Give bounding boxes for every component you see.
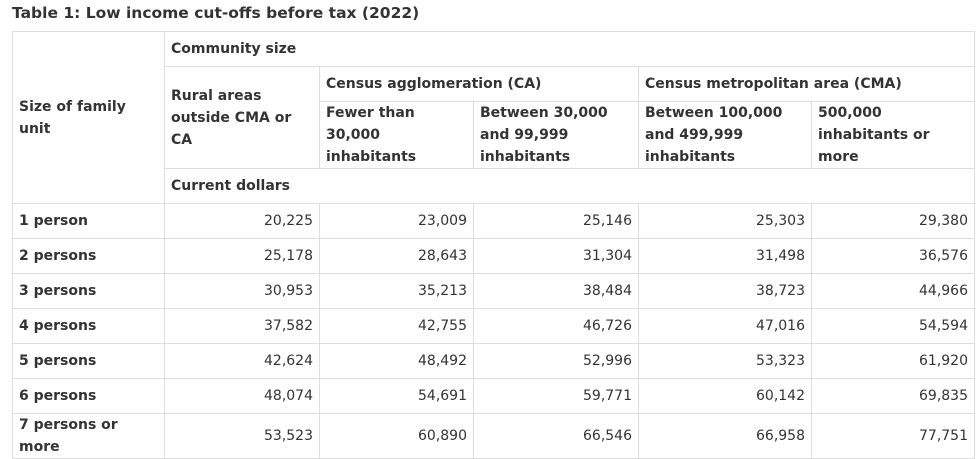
table-cell: 60,142 xyxy=(638,378,812,414)
column-header-units: Current dollars xyxy=(164,168,975,204)
table-row: 1 person 20,225 23,009 25,146 25,303 29,380 xyxy=(12,203,975,239)
row-label: 3 persons xyxy=(12,273,165,309)
table-cell: 52,996 xyxy=(473,343,639,379)
table-cell: 48,074 xyxy=(164,378,320,414)
table-cell: 42,624 xyxy=(164,343,320,379)
column-header-cma-large: 500,000 inhabitants or more xyxy=(811,101,975,169)
table-cell: 60,890 xyxy=(319,413,474,459)
column-header-community-size: Community size xyxy=(164,31,975,67)
row-header-family-size: Size of family unit xyxy=(12,31,165,204)
table-cell: 42,755 xyxy=(319,308,474,344)
table-cell: 23,009 xyxy=(319,203,474,239)
table-row: 2 persons 25,178 28,643 31,304 31,498 36,576 xyxy=(12,238,975,274)
table-cell: 46,726 xyxy=(473,308,639,344)
table-cell: 31,498 xyxy=(638,238,812,274)
table-cell: 28,643 xyxy=(319,238,474,274)
lico-table: Size of family unit Community size Rural… xyxy=(12,31,975,459)
table-row: 4 persons 37,582 42,755 46,726 47,016 54,594 xyxy=(12,308,975,344)
row-label: 4 persons xyxy=(12,308,165,344)
row-label: 6 persons xyxy=(12,378,165,414)
table-cell: 59,771 xyxy=(473,378,639,414)
row-label: 5 persons xyxy=(12,343,165,379)
table-cell: 25,146 xyxy=(473,203,639,239)
table-cell: 35,213 xyxy=(319,273,474,309)
table-cell: 29,380 xyxy=(811,203,975,239)
table-body: 1 person 20,225 23,009 25,146 25,303 29,380 2 … xyxy=(12,203,975,459)
table-cell: 25,178 xyxy=(164,238,320,274)
table-cell: 30,953 xyxy=(164,273,320,309)
column-header-ca: Census agglomeration (CA) xyxy=(319,66,639,102)
table-row: 3 persons 30,953 35,213 38,484 38,723 44,966 xyxy=(12,273,975,309)
table-cell: 44,966 xyxy=(811,273,975,309)
table-cell: 38,484 xyxy=(473,273,639,309)
table-cell: 47,016 xyxy=(638,308,812,344)
table-cell: 36,576 xyxy=(811,238,975,274)
column-header-ca-large: Between 30,000 and 99,999 inhabitants xyxy=(473,101,639,169)
table-cell: 53,323 xyxy=(638,343,812,379)
table-cell: 31,304 xyxy=(473,238,639,274)
column-header-cma: Census metropolitan area (CMA) xyxy=(638,66,975,102)
column-header-rural: Rural areas outside CMA or CA xyxy=(164,66,320,169)
table-cell: 77,751 xyxy=(811,413,975,459)
row-label: 1 person xyxy=(12,203,165,239)
table-cell: 48,492 xyxy=(319,343,474,379)
table-row: 6 persons 48,074 54,691 59,771 60,142 69,835 xyxy=(12,378,975,414)
page: Table 1: Low income cut-offs before tax … xyxy=(12,4,975,459)
table-cell: 53,523 xyxy=(164,413,320,459)
table-cell: 66,958 xyxy=(638,413,812,459)
table-cell: 37,582 xyxy=(164,308,320,344)
table-cell: 54,691 xyxy=(319,378,474,414)
table-row: 7 persons or more 53,523 60,890 66,546 66,95… xyxy=(12,413,975,459)
table-cell: 25,303 xyxy=(638,203,812,239)
table-cell: 20,225 xyxy=(164,203,320,239)
table-cell: 61,920 xyxy=(811,343,975,379)
column-header-ca-small: Fewer than 30,000 inhabitants xyxy=(319,101,474,169)
table-caption: Table 1: Low income cut-offs before tax … xyxy=(12,4,420,22)
table-cell: 54,594 xyxy=(811,308,975,344)
column-header-cma-small: Between 100,000 and 499,999 inhabitants xyxy=(638,101,812,169)
table-cell: 66,546 xyxy=(473,413,639,459)
row-label: 2 persons xyxy=(12,238,165,274)
row-label: 7 persons or more xyxy=(12,413,165,459)
table-cell: 38,723 xyxy=(638,273,812,309)
table-cell: 69,835 xyxy=(811,378,975,414)
table-row: 5 persons 42,624 48,492 52,996 53,323 61,920 xyxy=(12,343,975,379)
